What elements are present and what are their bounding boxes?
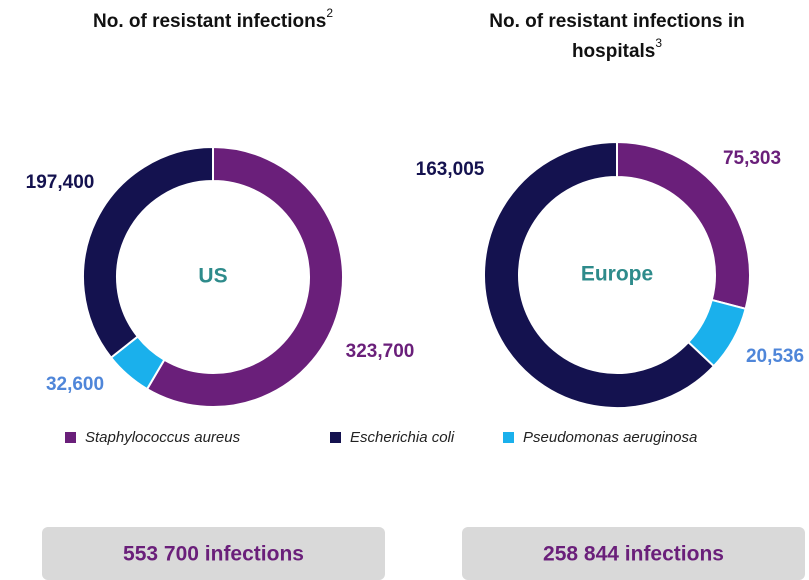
center-label: Europe	[581, 263, 653, 286]
total-box	[42, 527, 385, 580]
legend-label: Escherichia coli	[350, 429, 455, 446]
value-label: 75,303	[723, 148, 781, 169]
title-text: No. of resistant infections	[93, 11, 326, 32]
value-label: 20,536	[746, 346, 804, 367]
donut-slice	[483, 140, 716, 409]
chart-title: No. of resistant infections2	[93, 6, 333, 32]
value-label: 197,400	[26, 172, 95, 193]
value-label: 163,005	[416, 159, 485, 180]
legend-swatch	[65, 432, 76, 443]
chart-title: No. of resistant infections in	[489, 11, 744, 32]
center-label: US	[198, 265, 227, 288]
title-superscript: 2	[326, 6, 333, 20]
legend-label: Pseudomonas aeruginosa	[523, 429, 697, 446]
value-label: 323,700	[346, 341, 415, 362]
legend-label: Staphylococcus aureus	[85, 429, 241, 446]
title-text: No. of resistant infections in	[489, 11, 744, 32]
legend-swatch	[503, 432, 514, 443]
title-superscript: 3	[655, 36, 662, 50]
chart-title: hospitals3	[572, 36, 662, 62]
total-label: 258 844 infections	[543, 543, 724, 566]
total-label: 553 700 infections	[123, 543, 304, 566]
donut-slice	[82, 145, 214, 360]
title-text: hospitals	[572, 41, 655, 62]
total-box	[462, 527, 805, 580]
value-label: 32,600	[46, 374, 104, 395]
legend-swatch	[330, 432, 341, 443]
donut-slice	[145, 145, 344, 408]
